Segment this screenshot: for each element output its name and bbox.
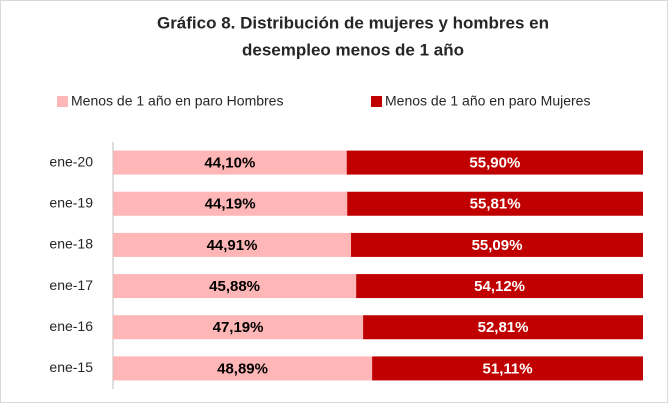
data-label: 44,10% [204,155,255,172]
y-tick-label: ene-17 [49,277,93,293]
bar-segment [113,274,357,299]
data-label: 55,09% [472,237,523,254]
bar-segment [363,315,643,340]
legend-swatch [371,96,382,107]
data-label: 52,81% [478,319,529,336]
bar-segment [113,150,347,175]
bar-segment [347,191,643,216]
bar-segment [113,356,373,381]
bar-segment [113,191,348,216]
y-tick-label: ene-19 [49,194,93,210]
bar-segment [113,315,364,340]
chart-title: desempleo menos de 1 año [242,40,464,59]
data-label: 51,11% [483,360,533,377]
bar-segment [113,232,352,257]
data-label: 55,81% [470,196,521,213]
chart-title: Gráfico 8. Distribución de mujeres y hom… [157,13,549,32]
bar-segment [356,274,643,299]
data-label: 44,19% [205,196,256,213]
data-label: 44,91% [207,237,258,254]
y-tick-label: ene-20 [49,153,93,169]
bar-segment [346,150,643,175]
legend-label: Menos de 1 año en paro Mujeres [385,93,590,109]
bar-segment [372,356,643,381]
data-label: 55,90% [469,155,520,172]
y-tick-label: ene-16 [49,318,93,334]
data-label: 54,12% [474,278,525,295]
bar-segment [351,232,643,257]
y-tick-label: ene-15 [49,359,93,375]
legend-swatch [57,96,68,107]
data-label: 45,88% [209,278,260,295]
legend-label: Menos de 1 año en paro Hombres [71,93,283,109]
data-label: 47,19% [213,319,264,336]
y-tick-label: ene-18 [49,236,93,252]
data-label: 48,89% [217,360,268,377]
